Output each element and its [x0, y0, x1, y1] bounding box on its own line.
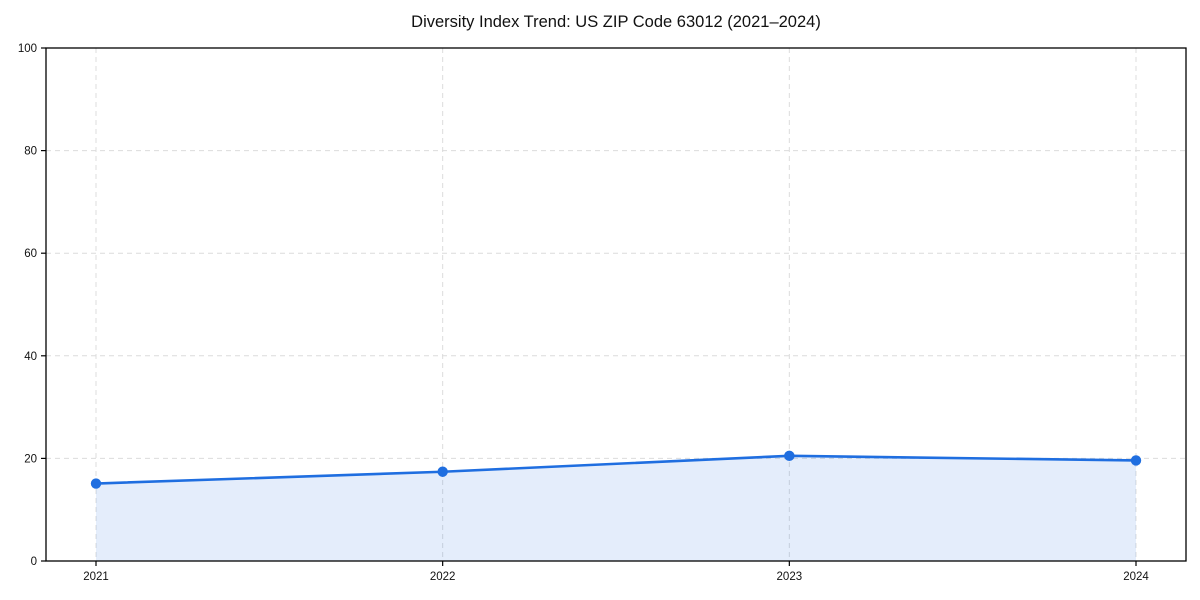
data-point-marker	[437, 466, 448, 477]
data-point-marker	[1130, 455, 1142, 466]
y-tick-label: 0	[31, 556, 37, 568]
x-tick-label: 2024	[1123, 571, 1149, 583]
x-tick-label: 2023	[777, 571, 803, 583]
trend-line	[94, 454, 1138, 485]
x-tick-label: 2021	[83, 571, 109, 583]
plot-border	[45, 47, 1187, 562]
area-fill	[96, 455, 1136, 561]
data-point-marker	[784, 450, 795, 462]
data-point-marker	[90, 478, 102, 489]
y-tick-label: 80	[24, 146, 37, 158]
y-tick-label: 40	[24, 351, 37, 363]
x-tick-label: 2022	[430, 571, 456, 583]
y-tick-label: 60	[24, 248, 37, 260]
chart-title: Diversity Index Trend: US ZIP Code 63012…	[411, 13, 821, 31]
y-tick-label: 100	[18, 43, 37, 55]
y-tick-label: 20	[24, 453, 37, 465]
